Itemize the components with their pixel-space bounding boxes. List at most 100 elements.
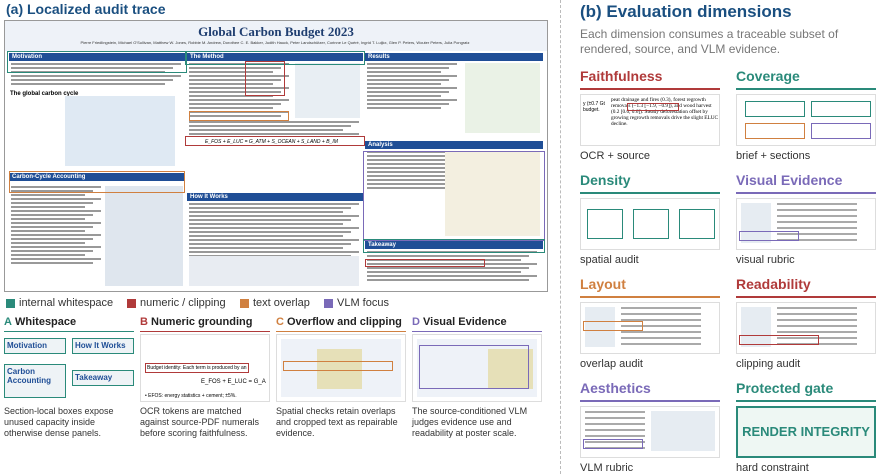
text-line bbox=[11, 194, 85, 196]
chart bbox=[465, 63, 540, 133]
legend-label: numeric / clipping bbox=[140, 297, 226, 309]
thumb-chart bbox=[488, 349, 533, 389]
subpanel-caption: OCR tokens are matched against source-PD… bbox=[140, 406, 260, 438]
focus-box bbox=[583, 321, 643, 331]
text-line bbox=[189, 115, 281, 117]
subpanel-letter: C bbox=[276, 316, 284, 328]
text-line bbox=[189, 121, 359, 123]
subpanel-rule bbox=[412, 331, 542, 332]
text-line bbox=[189, 103, 281, 105]
text-line bbox=[11, 71, 165, 73]
divider bbox=[560, 0, 561, 474]
text-line bbox=[189, 71, 273, 73]
legend-swatch bbox=[6, 299, 15, 308]
text-line bbox=[777, 307, 857, 309]
text-line bbox=[621, 313, 701, 315]
text-line bbox=[11, 242, 85, 244]
text-line bbox=[367, 279, 529, 281]
dimension-caption: clipping audit bbox=[736, 358, 801, 370]
poster-title: Global Carbon Budget 2023 bbox=[198, 24, 354, 39]
subpanel-caption: Spatial checks retain overlaps and cropp… bbox=[276, 406, 398, 438]
subpanel-image bbox=[276, 334, 406, 402]
text-line bbox=[367, 91, 449, 93]
dimension-name: Layout bbox=[580, 276, 626, 292]
text-line bbox=[189, 255, 351, 257]
subpanel-letter: A bbox=[4, 316, 12, 328]
subpanel-rule bbox=[276, 331, 406, 332]
audit-box bbox=[185, 51, 365, 65]
section-header: Results bbox=[365, 53, 543, 61]
text-line bbox=[621, 325, 701, 327]
badge: RENDER INTEGRITY bbox=[742, 424, 870, 439]
audit-box bbox=[245, 61, 285, 96]
text-line bbox=[777, 221, 857, 223]
audit-box bbox=[7, 51, 187, 73]
text-line bbox=[11, 222, 101, 224]
subpanel-letter: D bbox=[412, 316, 420, 328]
focus-box bbox=[739, 231, 799, 241]
poster: Global Carbon Budget 2023 Pierre Friedli… bbox=[4, 20, 548, 292]
text-line bbox=[367, 159, 451, 161]
text-line bbox=[777, 319, 857, 321]
text-line bbox=[585, 441, 645, 443]
thumb-chart bbox=[741, 307, 771, 347]
region-box bbox=[587, 209, 623, 239]
dimension-rule bbox=[580, 192, 720, 194]
text-line bbox=[367, 275, 537, 277]
text-line bbox=[367, 255, 529, 257]
text-line bbox=[189, 63, 289, 65]
text-line bbox=[189, 243, 351, 245]
text-line bbox=[621, 343, 701, 345]
text-line bbox=[585, 417, 645, 419]
dimension-thumb bbox=[580, 406, 720, 458]
dimension-rule bbox=[736, 88, 876, 90]
text-line bbox=[189, 207, 351, 209]
subpanel-rule bbox=[140, 331, 270, 332]
section-header: Motivation bbox=[9, 53, 185, 61]
text-line bbox=[11, 67, 173, 69]
dimension-caption: brief + sections bbox=[736, 150, 811, 162]
text-line bbox=[585, 423, 645, 425]
text-line bbox=[367, 251, 537, 253]
focus-box bbox=[419, 345, 529, 389]
snippet: peat drainage and fires (0.3), forest re… bbox=[611, 97, 719, 127]
text-line bbox=[189, 87, 289, 89]
text-line bbox=[189, 91, 281, 93]
text-line bbox=[777, 209, 857, 211]
region-box bbox=[811, 123, 871, 139]
dimension-name: Readability bbox=[736, 276, 811, 292]
dimension-rule bbox=[580, 400, 720, 402]
text-line bbox=[189, 239, 359, 241]
text-line bbox=[11, 75, 181, 77]
snippet-side: y (±0.7 Gt budget. bbox=[583, 101, 605, 113]
whitespace-box: Carbon Accounting bbox=[4, 364, 66, 398]
subpanel-image: Budget identity: Each term is produced b… bbox=[140, 334, 270, 402]
audit-box bbox=[363, 239, 545, 253]
whitespace-box: Takeaway bbox=[72, 370, 134, 386]
text-line bbox=[11, 246, 101, 248]
dimension-thumb: y (±0.7 Gt budget. peat drainage and fire… bbox=[580, 94, 720, 146]
subpanel-title: Whitespace bbox=[15, 316, 77, 328]
text-line bbox=[11, 218, 85, 220]
text-line bbox=[367, 171, 451, 173]
focus-box bbox=[283, 361, 393, 371]
text-line bbox=[367, 187, 467, 189]
text-line bbox=[777, 233, 857, 235]
audit-box bbox=[185, 136, 365, 146]
region-box bbox=[745, 101, 805, 117]
text-line bbox=[189, 247, 343, 249]
chart bbox=[65, 96, 175, 166]
subpanel-caption: Section-local boxes expose unused capaci… bbox=[4, 406, 114, 438]
text-line bbox=[11, 79, 173, 81]
dimension-rule bbox=[580, 296, 720, 298]
text-line bbox=[367, 183, 451, 185]
poster-header bbox=[5, 21, 547, 51]
ocr-snippet: E_FOS + E_LUC = G_A bbox=[201, 379, 266, 385]
text-line bbox=[189, 215, 359, 217]
legend-label: internal whitespace bbox=[19, 297, 114, 309]
text-line bbox=[367, 155, 459, 157]
text-line bbox=[367, 99, 457, 101]
poster-figure-label: The global carbon cycle bbox=[10, 91, 79, 97]
text-line bbox=[621, 319, 701, 321]
